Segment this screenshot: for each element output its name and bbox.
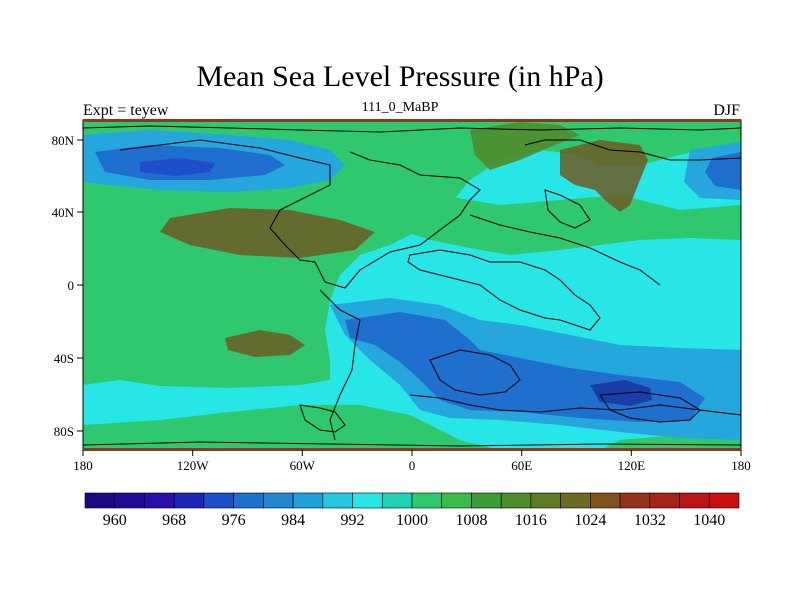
colorbar-label: 1008 <box>455 512 487 529</box>
y-tick-label: 40S <box>54 351 74 366</box>
colorbar-label: 1040 <box>693 512 725 529</box>
colorbar: 960 968 976 984 992 1000 1008 1016 1024 1032 1040 <box>84 492 740 529</box>
chart-title: Mean Sea Level Pressure (in hPa) <box>196 60 604 93</box>
colorbar-swatch <box>114 492 145 509</box>
colorbar-swatch <box>173 492 205 509</box>
field-high-south-lower <box>83 405 500 450</box>
time-label: 111_0_MaBP <box>361 100 439 115</box>
colorbar-swatch <box>560 492 591 509</box>
coastlines <box>83 125 741 447</box>
colorbar-label: 976 <box>222 512 246 529</box>
field-high-europe <box>380 195 741 255</box>
colorbar-label: 960 <box>103 512 127 529</box>
field-deep-low-north <box>140 158 215 176</box>
colorbar-label: 992 <box>341 512 365 529</box>
y-tick-label: 80S <box>54 424 74 439</box>
colorbar-swatch <box>292 492 324 509</box>
colorbar-swatch <box>441 492 472 509</box>
colorbar-swatch <box>500 492 532 509</box>
x-tick-label: 60E <box>511 458 532 473</box>
colorbar-label: 1000 <box>396 512 428 529</box>
x-tick-label: 60W <box>290 458 316 473</box>
y-tick-label: 80N <box>52 133 75 148</box>
colorbar-swatch <box>649 492 680 509</box>
x-tick-label: 120E <box>618 458 646 473</box>
colorbar-swatch <box>679 492 710 509</box>
pressure-field <box>83 120 741 450</box>
colorbar-swatch <box>84 492 116 509</box>
x-tick-label: 180 <box>73 458 93 473</box>
colorbar-swatch <box>352 492 383 509</box>
colorbar-swatch <box>471 492 502 509</box>
colorbar-label: 968 <box>162 512 186 529</box>
colorbar-swatch <box>203 492 234 509</box>
colorbar-label: 984 <box>281 512 305 529</box>
axis-ticks <box>77 139 742 456</box>
colorbar-swatch <box>708 492 740 509</box>
field-very-high-atlantic <box>160 208 375 258</box>
polar-band-north <box>83 119 741 122</box>
season-label: DJF <box>713 102 740 119</box>
colorbar-swatch <box>619 492 651 509</box>
colorbar-label: 1024 <box>574 512 606 529</box>
colorbar-swatch <box>381 492 413 509</box>
colorbar-swatch <box>530 492 561 509</box>
colorbar-swatch <box>411 492 443 509</box>
colorbar-swatch <box>233 492 264 509</box>
x-tick-label: 120W <box>177 458 210 473</box>
y-tick-label: 40N <box>52 205 75 220</box>
x-tick-label: 180 <box>731 458 751 473</box>
colorbar-swatch <box>322 492 353 509</box>
colorbar-label: 1016 <box>515 512 547 529</box>
x-tick-label: 0 <box>409 458 416 473</box>
y-tick-label: 0 <box>68 278 75 293</box>
field-very-high-south <box>225 330 305 357</box>
field-low-ne <box>705 152 741 190</box>
colorbar-label: 1032 <box>634 512 666 529</box>
polar-band-south <box>83 448 741 451</box>
field-very-high-north <box>470 122 580 170</box>
colorbar-swatch <box>263 492 294 509</box>
colorbar-swatch <box>144 492 175 509</box>
experiment-label: Expt = teyew <box>83 102 169 119</box>
colorbar-swatch <box>590 492 621 509</box>
field-very-high-asia <box>560 140 648 212</box>
